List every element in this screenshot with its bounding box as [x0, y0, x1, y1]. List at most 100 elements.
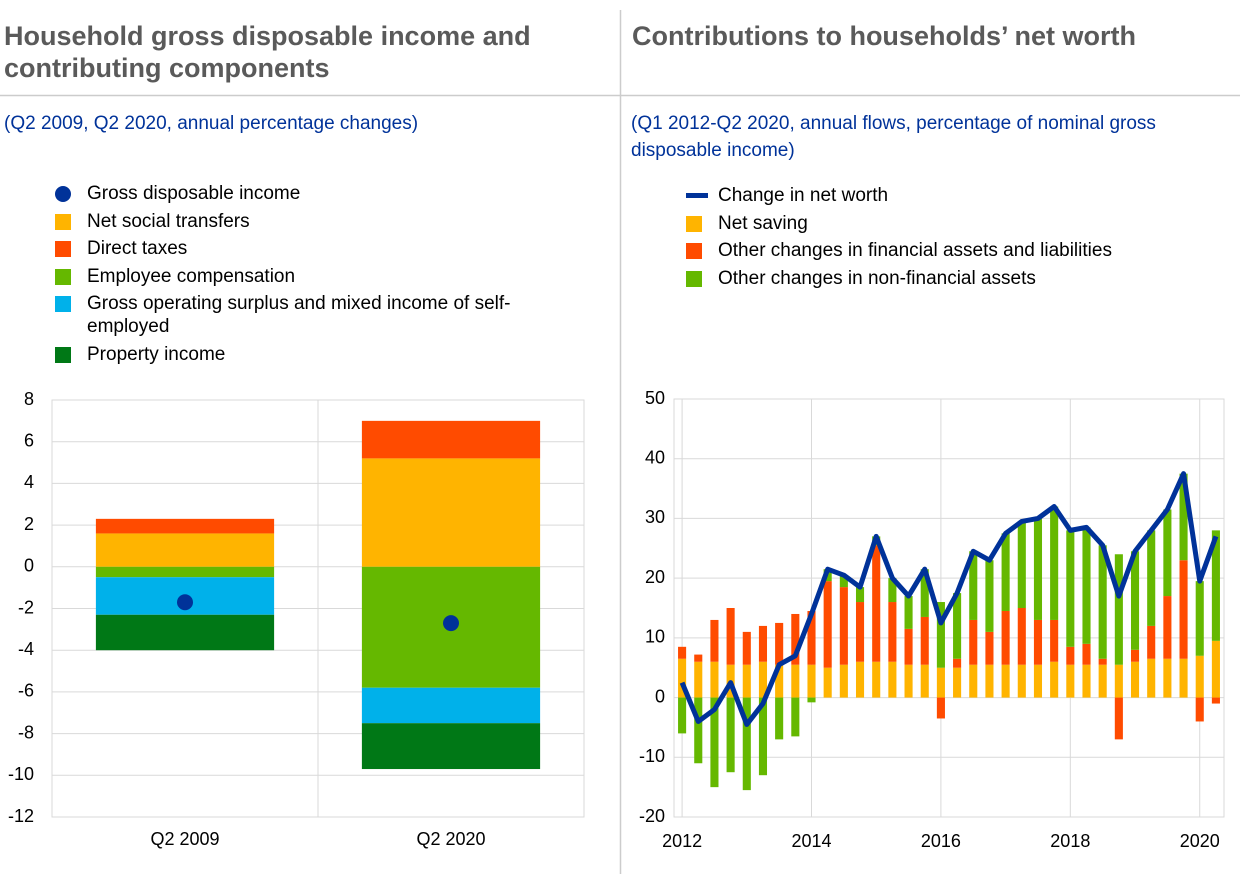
y-tick-label: -6 — [18, 681, 34, 701]
bar — [1098, 658, 1107, 665]
bar — [1098, 545, 1107, 659]
bar — [95, 566, 275, 578]
bar — [791, 697, 800, 737]
bar — [1163, 596, 1172, 659]
bar — [710, 619, 719, 662]
bar — [1050, 506, 1059, 620]
bar — [1195, 581, 1204, 656]
bar — [1017, 664, 1026, 698]
bar — [678, 697, 687, 734]
bar — [758, 697, 768, 776]
legend-item: Gross operating surplus and mixed income… — [55, 292, 515, 338]
bar — [1147, 530, 1156, 626]
bar — [1114, 697, 1123, 740]
bar — [936, 602, 945, 668]
bar — [872, 545, 881, 662]
legend-key — [686, 270, 702, 287]
y-tick-label: -20 — [639, 806, 665, 826]
bar — [855, 661, 865, 698]
legend-item: Change in net worth — [686, 184, 1186, 207]
bar — [1130, 661, 1140, 698]
bar — [1066, 530, 1075, 647]
y-tick-label: 20 — [645, 567, 665, 587]
legend-item: Net social transfers — [55, 210, 515, 233]
legend: Gross disposable income Net social transf… — [55, 182, 515, 370]
legend-key — [686, 215, 702, 232]
bar — [920, 664, 929, 698]
legend-label: Property income — [87, 343, 226, 365]
y-tick-label: -12 — [8, 806, 34, 826]
y-tick-label: 0 — [655, 686, 665, 706]
bar — [1082, 664, 1091, 698]
bar — [904, 664, 913, 698]
bar — [985, 631, 994, 665]
legend-label: Change in net worth — [718, 185, 889, 206]
bar — [742, 664, 751, 698]
chart-title: Contributions to households’ net worth — [632, 21, 1136, 51]
y-tick-label: -8 — [18, 722, 34, 742]
bar — [1211, 697, 1220, 704]
bar — [1017, 608, 1026, 665]
bar — [742, 697, 751, 791]
bar — [1082, 527, 1091, 644]
bar — [920, 616, 929, 665]
bar — [758, 625, 768, 662]
legend-key — [55, 268, 71, 285]
chart-subtitle: (Q1 2012-Q2 2020, annual flows, percenta… — [631, 113, 1156, 161]
bar — [361, 687, 541, 724]
legend-key — [55, 296, 71, 312]
x-tick-label: 2012 — [662, 831, 702, 851]
legend-item: Other changes in financial assets and li… — [686, 239, 1186, 262]
legend-label: Other changes in non-financial assets — [718, 267, 1036, 289]
x-tick-label: 2014 — [791, 831, 831, 851]
chart-subtitle: (Q2 2009, Q2 2020, annual percentage cha… — [4, 113, 419, 134]
bar — [936, 697, 945, 719]
bar — [839, 587, 848, 665]
bar — [1114, 664, 1123, 698]
line — [679, 471, 1219, 727]
legend-item: Direct taxes — [55, 237, 515, 260]
y-tick-label: 8 — [24, 389, 34, 409]
legend-item: Other changes in non-financial assets — [686, 267, 1186, 290]
bar — [985, 560, 994, 632]
bar — [694, 697, 703, 764]
bar — [1082, 643, 1091, 665]
x-tick-label: Q2 2020 — [416, 829, 485, 849]
bar — [823, 667, 832, 698]
bar — [758, 661, 768, 698]
legend-label: Direct taxes — [87, 238, 188, 259]
y-tick-label: -10 — [8, 764, 34, 784]
bar — [694, 654, 703, 662]
bar — [1001, 664, 1010, 698]
legend-key — [55, 186, 71, 202]
bar — [361, 458, 541, 567]
legend-label: Gross operating surplus and mixed income… — [87, 293, 511, 337]
dot — [177, 594, 193, 611]
legend-key — [55, 241, 71, 257]
bar — [1066, 646, 1075, 665]
bar — [985, 664, 994, 698]
y-tick-label: 4 — [24, 472, 34, 492]
bar — [1163, 509, 1172, 597]
bar — [775, 622, 784, 665]
bar — [839, 575, 848, 588]
bar — [95, 614, 275, 651]
bar — [1179, 473, 1188, 561]
bar — [888, 578, 897, 603]
legend: Change in net worth Net saving Other chang… — [686, 184, 1186, 294]
bar — [807, 610, 816, 665]
legend-key — [686, 193, 708, 198]
legend-item: Employee compensation — [55, 265, 515, 288]
bar — [823, 581, 832, 668]
bar — [791, 613, 800, 665]
y-tick-label: -10 — [639, 746, 665, 766]
bar — [1130, 551, 1140, 650]
bar — [1001, 610, 1010, 665]
y-tick-label: 30 — [645, 507, 665, 527]
bar — [904, 628, 913, 665]
bar — [953, 593, 962, 659]
bar — [1050, 661, 1059, 698]
legend-key — [55, 346, 71, 363]
bar — [1066, 664, 1075, 698]
